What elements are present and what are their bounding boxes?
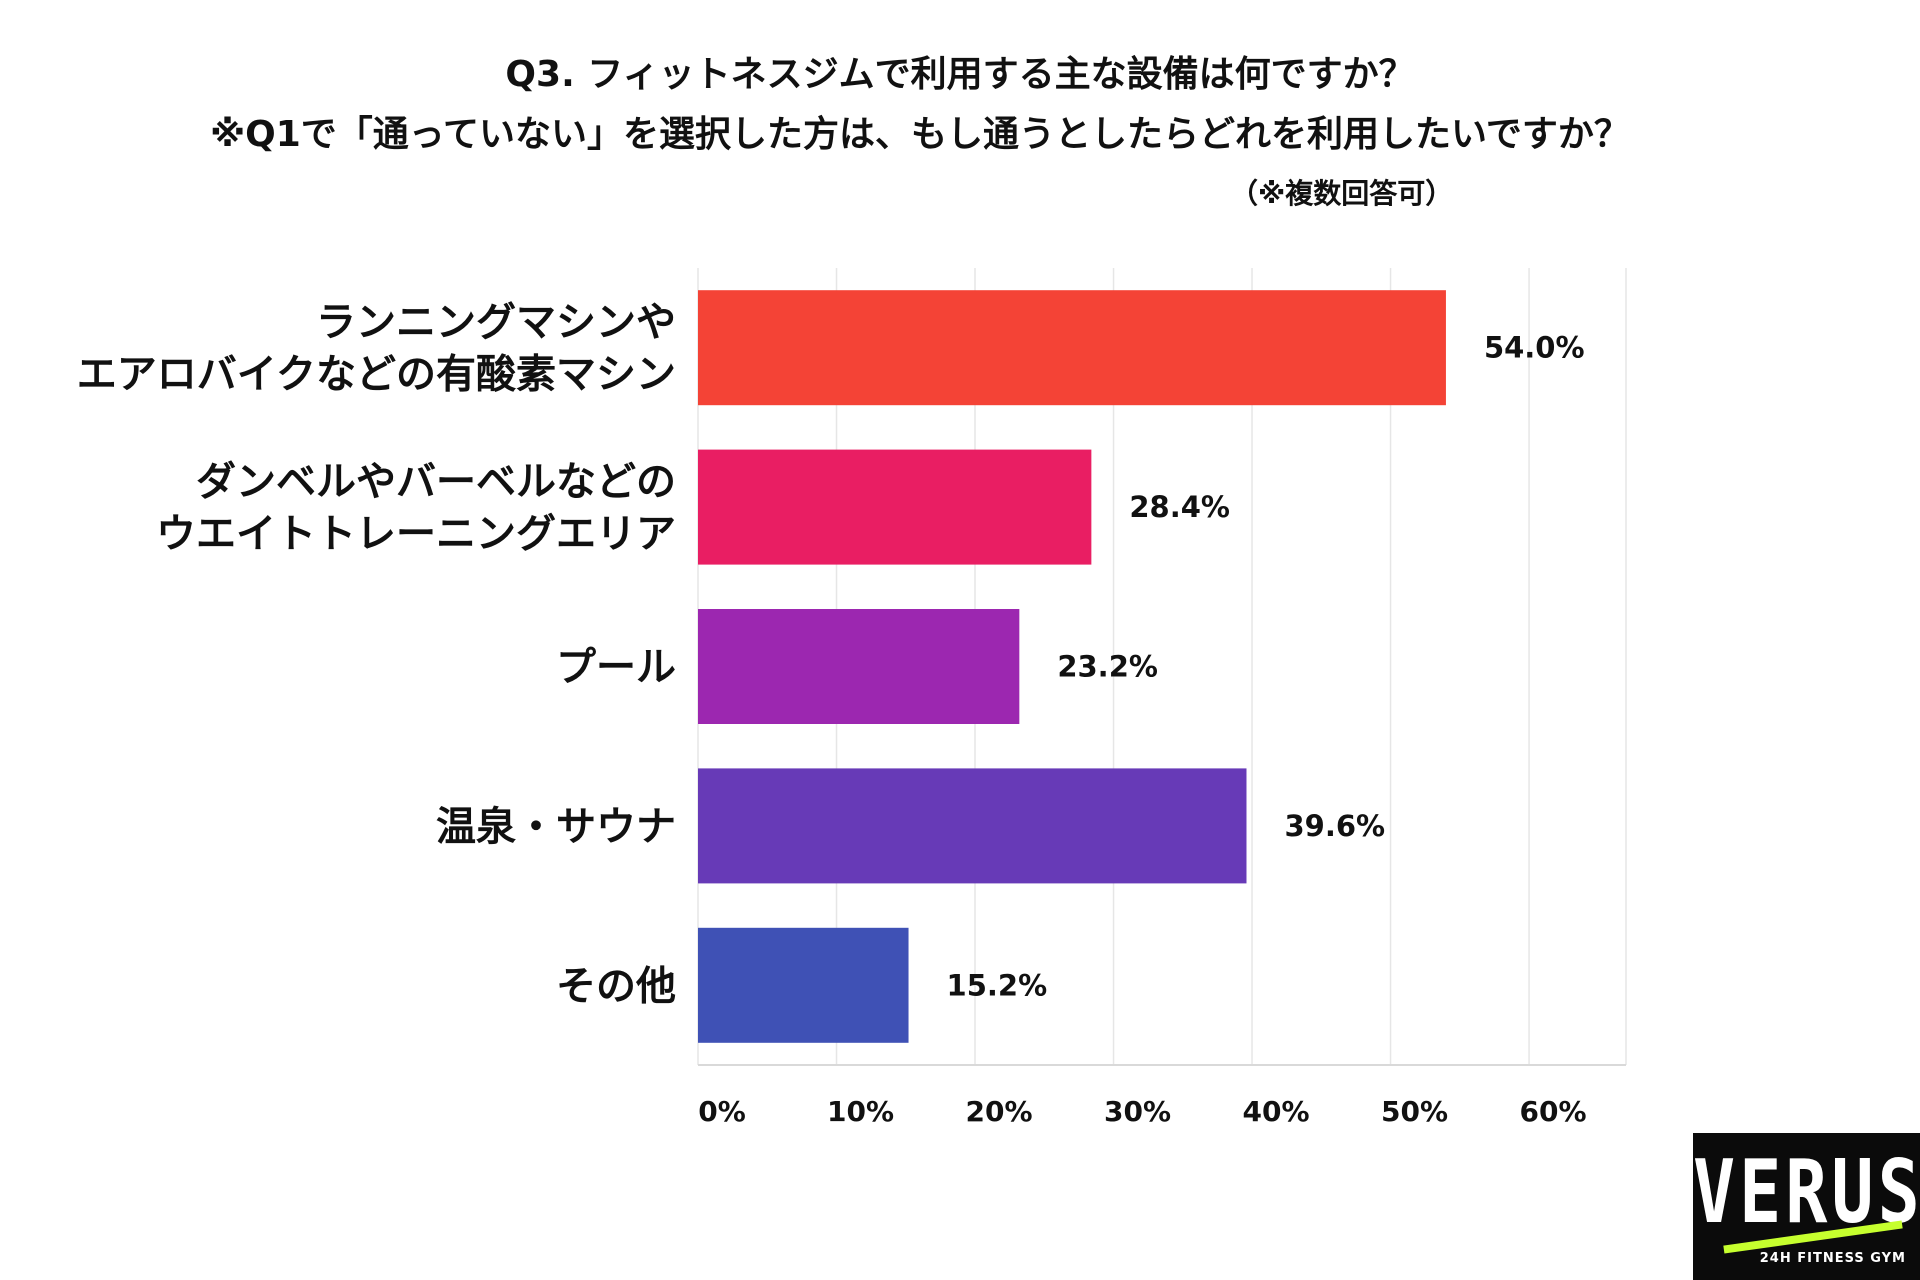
value-labels: 54.0% 28.4% 23.2% 39.6% 15.2%: [947, 331, 1585, 1003]
category-label: ランニングマシンやエアロバイクなどの有酸素マシン: [77, 300, 676, 398]
category-labels: ランニングマシンやエアロバイクなどの有酸素マシンダンベルやバーベルなどのウエイト…: [77, 300, 676, 1010]
category-label-line: プール: [556, 645, 676, 691]
x-tick-label: 20%: [965, 1095, 1032, 1128]
value-label: 15.2%: [947, 968, 1048, 1002]
x-tick-label: 0%: [698, 1095, 746, 1128]
bar: [698, 609, 1020, 724]
x-tick-label: 60%: [1520, 1095, 1587, 1128]
value-label: 39.6%: [1284, 809, 1385, 843]
value-label: 54.0%: [1484, 331, 1585, 365]
x-tick-label: 30%: [1104, 1095, 1171, 1128]
bar: [698, 768, 1247, 884]
category-label-line: ウエイトトレーニングエリア: [156, 511, 676, 557]
category-label-line: 温泉・サウナ: [436, 804, 676, 850]
category-label: ダンベルやバーベルなどのウエイトトレーニングエリア: [156, 459, 676, 557]
category-label-line: ランニングマシンや: [316, 300, 676, 346]
value-label: 23.2%: [1057, 650, 1158, 684]
multiple-answer-note: （※複数回答可）: [1230, 177, 1454, 210]
x-tick-label: 50%: [1381, 1095, 1448, 1128]
chart-title-line2: ※Q1で「通っていない」を選択した方は、もし通うとしたらどれを利用したいですか？: [210, 114, 1630, 155]
category-label-line: エアロバイクなどの有酸素マシン: [77, 352, 676, 398]
category-label-line: その他: [556, 963, 676, 1009]
category-label-line: ダンベルやバーベルなどの: [196, 459, 676, 505]
logo-tagline: 24H FITNESS GYM: [1759, 1251, 1906, 1266]
chart-title-line1: Q3. フィットネスジムで利用する主な設備は何ですか？: [505, 54, 1415, 95]
bar: [698, 290, 1446, 406]
bar: [698, 927, 909, 1043]
bars: [698, 290, 1446, 1043]
value-label: 28.4%: [1129, 490, 1230, 524]
bar: [698, 449, 1092, 565]
verus-logo: VERUS 24H FITNESS GYM: [1693, 1133, 1920, 1280]
category-label: その他: [556, 963, 676, 1009]
x-tick-label: 10%: [827, 1095, 894, 1128]
x-tick-label: 40%: [1243, 1095, 1310, 1128]
x-axis-ticks: 0% 10% 20% 30% 40% 50% 60%: [698, 1095, 1586, 1128]
category-label: プール: [556, 645, 676, 691]
category-label: 温泉・サウナ: [436, 804, 676, 850]
